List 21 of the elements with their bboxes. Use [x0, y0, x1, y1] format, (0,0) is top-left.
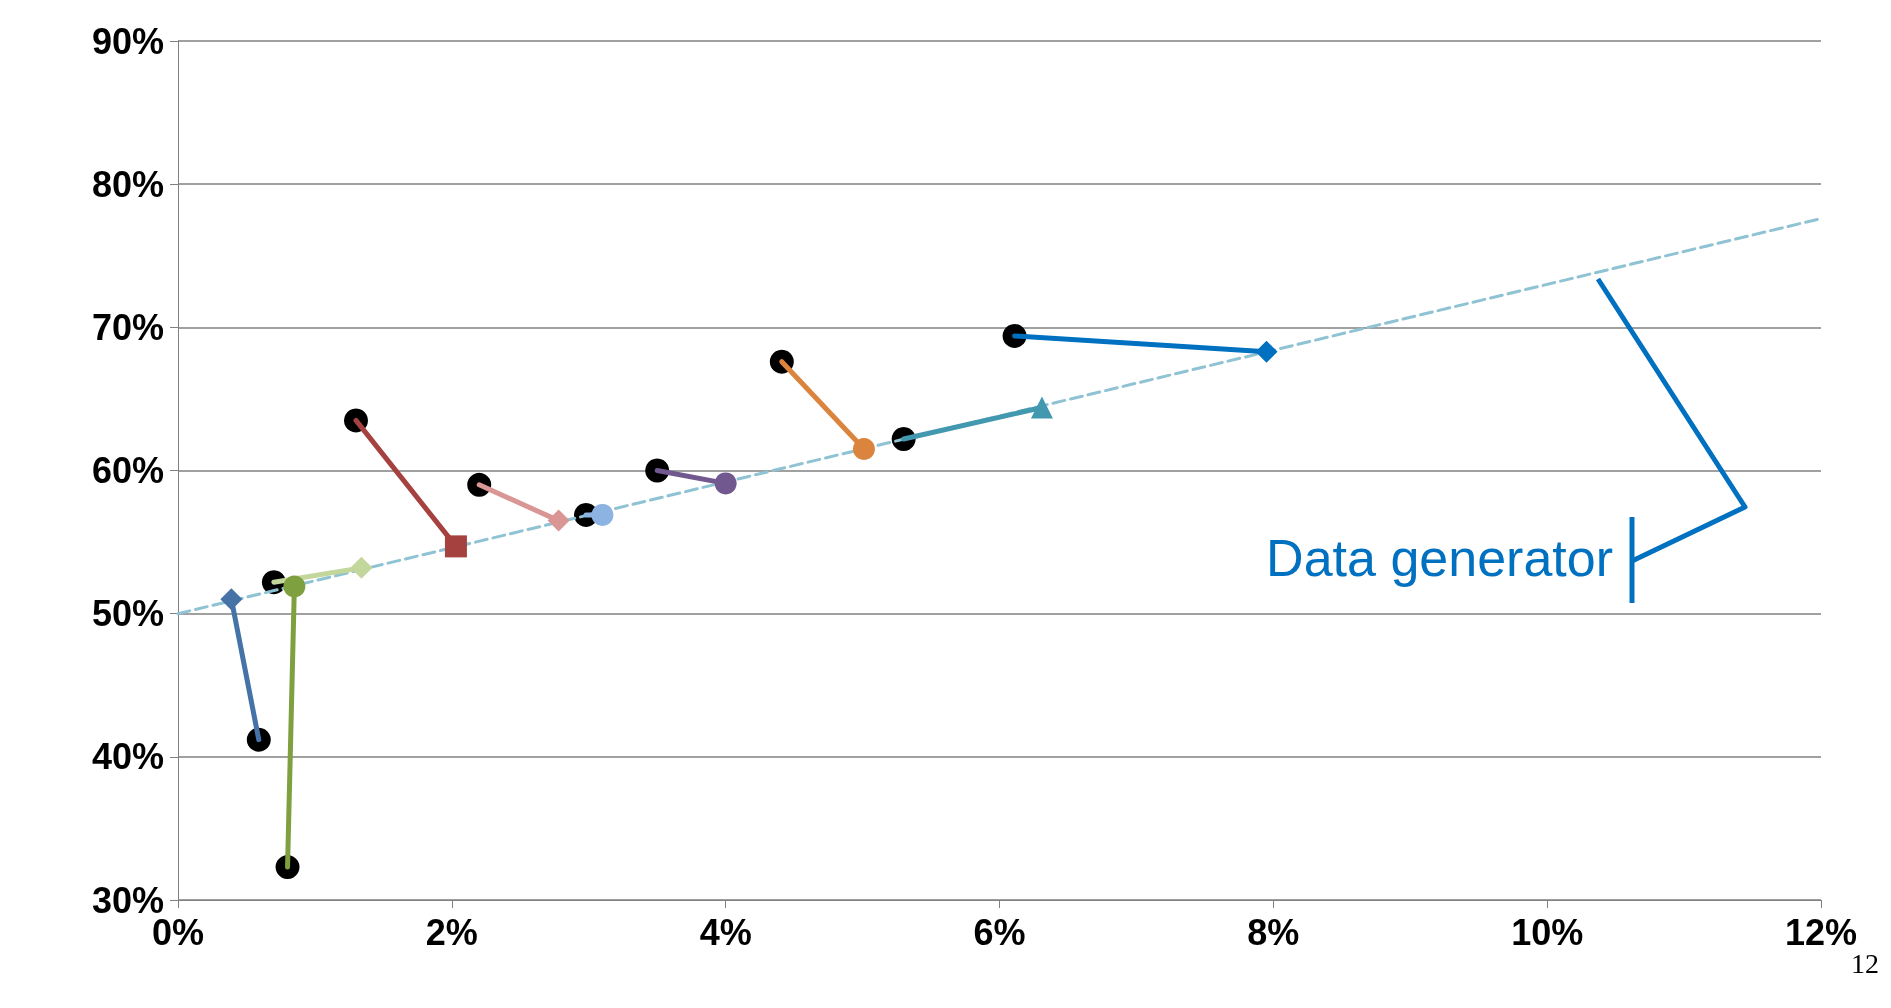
x-tick-label: 6%	[973, 911, 1026, 953]
point	[714, 472, 737, 495]
y-tick-label: 60%	[91, 450, 164, 491]
point	[852, 438, 875, 461]
x-tick-label: 10%	[1511, 911, 1584, 953]
point	[1255, 340, 1278, 363]
point	[547, 509, 570, 532]
y-tick-label: 40%	[91, 736, 164, 778]
y-tick-label: 90%	[91, 20, 164, 62]
point	[220, 588, 243, 611]
point	[444, 535, 467, 558]
y-tick-label: 70%	[91, 306, 164, 348]
point	[350, 556, 373, 579]
point	[591, 503, 614, 526]
annotation: Data generator	[1266, 528, 1613, 588]
x-tick-label: 4%	[699, 911, 752, 953]
x-tick-label: 8%	[1247, 911, 1300, 953]
x-tick-label: 2%	[425, 911, 478, 953]
point	[283, 575, 306, 598]
y-tick-label: 80%	[91, 163, 164, 205]
y-tick-label: 50%	[91, 593, 164, 635]
